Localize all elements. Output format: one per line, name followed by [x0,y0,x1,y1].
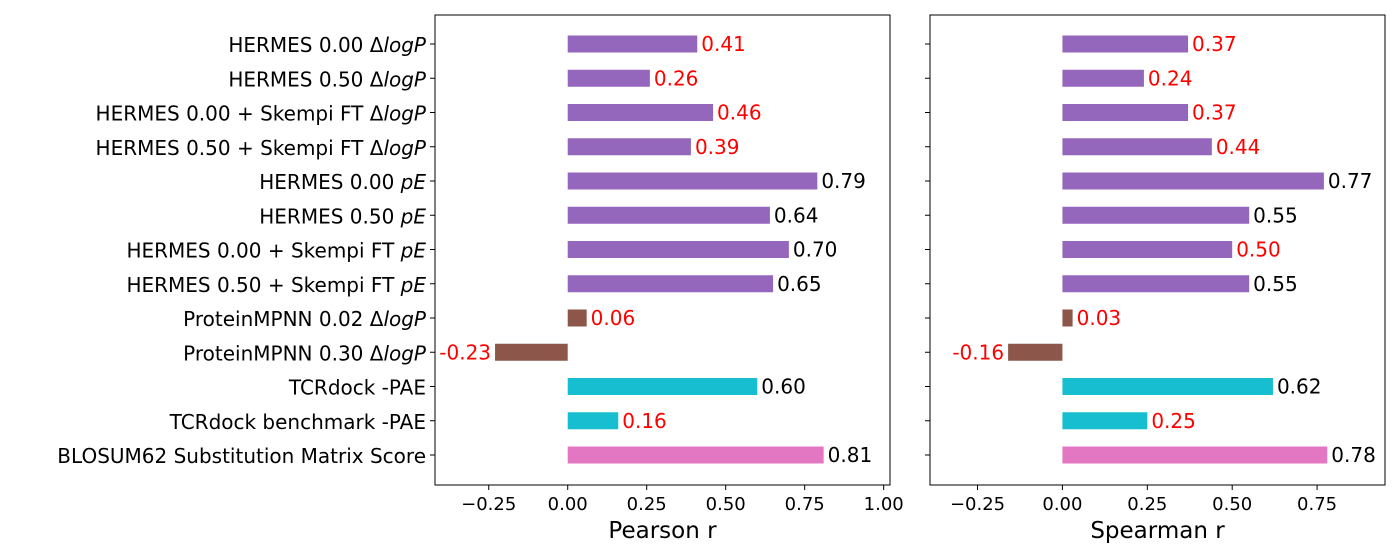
spearman-panel: 0.37 0.24 0.37 0.44 0.77 0.55 0.50 0.55 0.03 -0.1… [925,14,1386,544]
pearson-bar [495,343,568,361]
spearman-x-tick-label: −0.25 [950,494,1005,515]
category-label: TCRdock benchmark -PAE [169,410,426,434]
category-label: ProteinMPNN 0.30 ΔlogP [183,341,427,365]
pearson-value-label: 0.39 [695,135,740,159]
spearman-value-label: 0.37 [1192,101,1237,125]
spearman-value-label: 0.25 [1151,409,1196,433]
spearman-value-label: 0.78 [1331,443,1376,467]
spearman-x-tick-label: 0.00 [1042,494,1082,515]
pearson-x-tick-label: 0.75 [785,494,825,515]
spearman-bar [1062,309,1073,327]
spearman-x-tick-label: 0.75 [1297,494,1337,515]
category-label: HERMES 0.00 + Skempi FT ΔlogP [96,102,427,126]
spearman-value-label: 0.37 [1192,32,1237,56]
category-label: HERMES 0.50 + Skempi FT ΔlogP [96,136,427,160]
pearson-x-tick-label: 0.00 [548,494,588,515]
pearson-bar [567,378,758,395]
pearson-x-tick-label: −0.25 [461,494,516,515]
pearson-value-label: 0.06 [591,306,636,330]
pearson-value-label: 0.70 [793,238,838,262]
pearson-panel: 0.410.26 0.46 0.39 0.790.64 0.70 0.65 0.06 -0.2… [57,14,904,544]
pearson-bar [567,104,714,121]
spearman-value-label: 0.44 [1216,135,1261,159]
spearman-x-tick-label: 0.25 [1127,494,1167,515]
spearman-value-label: 0.50 [1236,238,1281,262]
category-label: HERMES 0.50 + Skempi FT pE [126,273,426,297]
pearson-bar [567,35,698,53]
category-label: HERMES 0.00 pE [259,170,426,194]
pearson-value-label: 0.16 [622,409,667,433]
pearson-bar [567,69,650,87]
spearman-value-label: 0.62 [1277,375,1322,399]
category-label: HERMES 0.50 ΔlogP [228,67,427,91]
spearman-bar [1062,35,1189,53]
pearson-value-label: 0.65 [777,272,822,296]
spearman-bar [1062,69,1144,87]
spearman-value-label: 0.55 [1253,272,1298,296]
spearman-bar [1062,206,1250,224]
pearson-value-label: 0.46 [717,101,762,125]
pearson-bar [567,206,770,224]
spearman-x-tick-label: 0.50 [1212,494,1252,515]
pearson-value-label: 0.79 [821,169,866,193]
category-label: ProteinMPNN 0.02 ΔlogP [183,307,427,331]
pearson-bar [567,275,774,293]
pearson-value-label: 0.64 [774,203,819,227]
spearman-bar [1062,275,1250,293]
pearson-value-label: -0.23 [439,340,491,364]
spearman-plot-frame [929,14,1386,486]
spearman-bar [1062,446,1328,464]
pearson-x-tick-label: 1.00 [864,494,904,515]
pearson-x-tick-label: 0.50 [706,494,746,515]
pearson-bar [567,446,824,464]
pearson-value-label: 0.26 [654,66,699,90]
spearman-value-label: 0.03 [1077,306,1122,330]
category-label: BLOSUM62 Substitution Matrix Score [57,444,426,468]
spearman-bar [1062,378,1273,395]
spearman-bar [1062,104,1189,121]
spearman-value-label: 0.77 [1328,169,1373,193]
category-label: HERMES 0.00 ΔlogP [228,33,427,57]
pearson-bar [567,172,818,190]
pearson-x-axis-label: Pearson r [608,518,717,544]
spearman-value-label: -0.16 [952,340,1004,364]
spearman-value-label: 0.24 [1148,66,1193,90]
category-label: TCRdock -PAE [288,376,426,400]
spearman-bar [1062,138,1212,156]
pearson-x-tick-label: 0.25 [627,494,667,515]
spearman-bar [1008,343,1063,361]
spearman-x-axis-label: Spearman r [1090,518,1225,544]
pearson-bar [567,309,587,327]
pearson-plot-frame [434,14,891,486]
pearson-value-label: 0.41 [701,32,746,56]
pearson-bar [567,138,691,156]
spearman-bar [1062,412,1148,430]
pearson-bar [567,241,789,258]
spearman-bar [1062,172,1324,190]
pearson-value-label: 0.81 [828,443,873,467]
pearson-bar [567,412,619,430]
pearson-value-label: 0.60 [761,375,806,399]
spearman-bar [1062,241,1233,258]
spearman-value-label: 0.55 [1253,203,1298,227]
category-label: HERMES 0.00 + Skempi FT pE [126,239,426,263]
category-label: HERMES 0.50 pE [259,204,426,228]
